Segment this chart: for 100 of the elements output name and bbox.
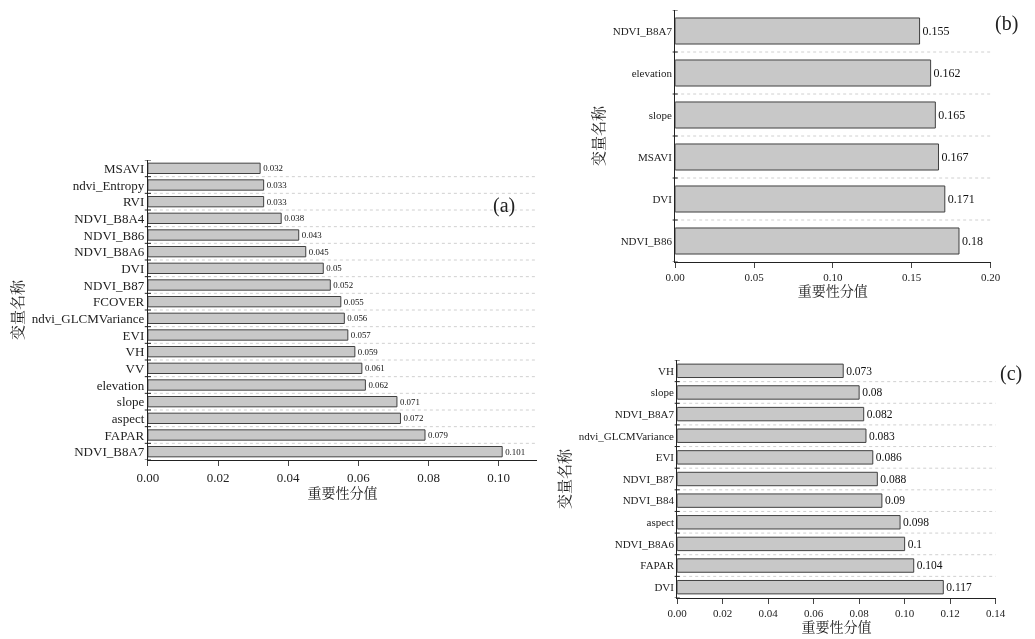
bar bbox=[675, 101, 936, 129]
y-tick-label: aspect bbox=[646, 516, 674, 529]
y-tick-label: EVI bbox=[122, 327, 145, 343]
bar bbox=[147, 346, 356, 358]
y-tick-label: DVI bbox=[121, 260, 145, 276]
x-tick-label: 0.06 bbox=[346, 469, 371, 485]
x-tick-label: 0.08 bbox=[417, 469, 440, 485]
y-tick-label: NDVI_B8A4 bbox=[74, 210, 145, 226]
data-label: 0.059 bbox=[357, 346, 379, 357]
bar bbox=[675, 59, 932, 87]
data-label: 0.162 bbox=[933, 66, 961, 80]
y-tick-label: FAPAR bbox=[640, 559, 675, 572]
data-label: 0.086 bbox=[875, 451, 902, 464]
data-label: 0.167 bbox=[941, 150, 969, 164]
bar bbox=[675, 17, 921, 45]
bar bbox=[147, 312, 345, 324]
y-tick-label: NDVI_B84 bbox=[622, 494, 675, 507]
y-tick-label: NDVI_B8A7 bbox=[612, 24, 673, 37]
x-tick-label: 0.10 bbox=[823, 271, 843, 284]
x-axis-title: 重要性分值 bbox=[797, 283, 868, 300]
x-axis-title: 重要性分值 bbox=[307, 484, 378, 501]
data-label: 0.117 bbox=[946, 581, 972, 594]
data-label: 0.079 bbox=[428, 429, 449, 440]
bar bbox=[147, 296, 342, 308]
y-tick-label: VV bbox=[125, 360, 145, 376]
bar bbox=[147, 229, 300, 241]
y-tick-label: MSAVI bbox=[637, 150, 673, 163]
y-tick-label: ndvi_GLCMVariance bbox=[31, 310, 145, 326]
annotation: (a) bbox=[493, 194, 516, 217]
bar bbox=[147, 446, 503, 458]
y-tick-label: VH bbox=[658, 364, 675, 377]
data-label: 0.09 bbox=[884, 494, 906, 507]
data-label: 0.055 bbox=[343, 296, 365, 307]
y-tick-label: slope bbox=[116, 394, 145, 410]
bar bbox=[677, 515, 901, 530]
bar bbox=[147, 212, 282, 224]
data-label: 0.083 bbox=[868, 429, 896, 442]
data-label: 0.05 bbox=[326, 263, 343, 274]
bar bbox=[147, 246, 307, 258]
y-tick-label: NDVI_B87 bbox=[83, 277, 145, 293]
y-tick-label: RVI bbox=[122, 194, 145, 210]
bar bbox=[675, 227, 960, 255]
y-tick-label: NDVI_B8A7 bbox=[614, 407, 675, 420]
data-label: 0.072 bbox=[403, 413, 424, 424]
data-label: 0.071 bbox=[399, 396, 420, 407]
bar bbox=[677, 558, 915, 573]
y-tick-label: aspect bbox=[111, 410, 145, 426]
bar bbox=[147, 412, 401, 424]
y-tick-label: NDVI_B86 bbox=[83, 227, 145, 243]
data-label: 0.104 bbox=[916, 559, 943, 572]
x-axis-title: 重要性分值 bbox=[801, 619, 872, 636]
x-tick-label: 0.05 bbox=[744, 271, 765, 284]
data-label: 0.057 bbox=[350, 329, 372, 340]
text: (c) bbox=[1000, 362, 1023, 385]
data-label: 0.033 bbox=[266, 196, 288, 207]
bar bbox=[677, 428, 867, 443]
bar bbox=[147, 396, 398, 408]
data-label: 0.155 bbox=[922, 24, 950, 38]
bar bbox=[677, 579, 944, 595]
x-tick-label: 0.00 bbox=[667, 607, 688, 620]
x-tick-label: 0.02 bbox=[206, 469, 230, 485]
data-label: 0.18 bbox=[961, 234, 983, 248]
y-axis-title: 变量名称 bbox=[556, 448, 573, 510]
data-label: 0.045 bbox=[308, 246, 330, 257]
y-tick-label: NDVI_B87 bbox=[622, 472, 675, 485]
data-label: 0.08 bbox=[862, 386, 883, 399]
bar bbox=[147, 262, 324, 274]
bar bbox=[147, 379, 366, 391]
bar bbox=[147, 362, 363, 374]
bar bbox=[677, 385, 860, 400]
bar bbox=[677, 536, 906, 552]
data-label: 0.033 bbox=[266, 179, 288, 190]
y-tick-label: NDVI_B8A7 bbox=[74, 444, 145, 460]
x-tick-label: 0.10 bbox=[487, 469, 511, 485]
y-tick-label: NDVI_B8A6 bbox=[74, 244, 145, 260]
x-tick-label: 0.14 bbox=[985, 607, 1006, 620]
y-tick-label: DVI bbox=[652, 192, 673, 205]
bar bbox=[677, 363, 844, 379]
x-tick-label: 0.04 bbox=[276, 469, 301, 485]
data-label: 0.062 bbox=[368, 379, 389, 390]
bar bbox=[677, 493, 883, 508]
bar bbox=[147, 279, 331, 291]
bar bbox=[677, 450, 874, 465]
y-tick-label: DVI bbox=[654, 581, 675, 594]
data-label: 0.052 bbox=[333, 279, 354, 290]
data-label: 0.032 bbox=[263, 163, 284, 174]
y-tick-label: NDVI_B8A6 bbox=[614, 537, 675, 550]
data-label: 0.082 bbox=[866, 407, 893, 420]
y-tick-label: elevation bbox=[631, 66, 673, 79]
x-tick-label: 0.00 bbox=[665, 271, 686, 284]
y-tick-label: NDVI_B86 bbox=[620, 234, 673, 247]
y-tick-label: elevation bbox=[96, 377, 145, 393]
text: (b) bbox=[995, 12, 1019, 35]
y-tick-label: FCOVER bbox=[92, 294, 145, 310]
bar bbox=[147, 429, 426, 441]
data-label: 0.101 bbox=[505, 446, 526, 457]
y-axis-title: 变量名称 bbox=[9, 279, 26, 341]
data-label: 0.088 bbox=[880, 472, 907, 485]
data-label: 0.1 bbox=[907, 537, 923, 550]
y-tick-label: FAPAR bbox=[104, 427, 145, 443]
